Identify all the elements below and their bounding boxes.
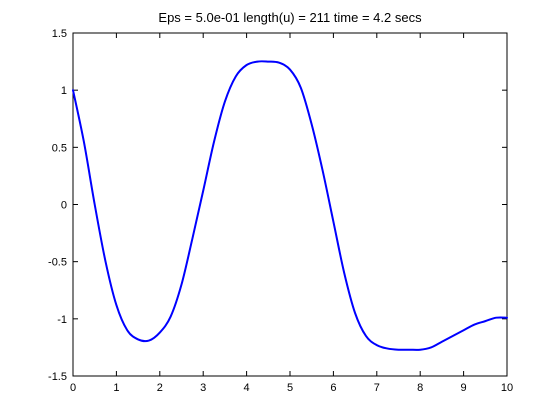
x-tick-label: 8 (417, 382, 423, 394)
y-tick-label: 1 (61, 85, 67, 97)
series-line (72, 60, 508, 351)
y-tick-label: 0 (61, 200, 67, 212)
plot-frame (72, 32, 508, 377)
x-axis: 0 1 2 3 4 5 6 7 8 9 10 (70, 33, 513, 394)
x-tick-label: 10 (501, 382, 513, 394)
y-axis: -1.5 -1 -0.5 0 0.5 1 1.5 (48, 28, 507, 383)
x-tick-label: 7 (374, 382, 380, 394)
x-tick-label: 0 (70, 382, 76, 394)
y-tick-label: 1.5 (52, 28, 67, 40)
chart-title: Eps = 5.0e-01 length(u) = 211 time = 4.2… (158, 10, 422, 25)
y-tick-label: -1 (57, 314, 67, 326)
x-tick-label: 9 (461, 382, 467, 394)
x-tick-label: 5 (287, 382, 293, 394)
x-tick-label: 6 (330, 382, 336, 394)
y-tick-label: -1.5 (48, 371, 67, 383)
x-tick-label: 3 (200, 382, 206, 394)
x-tick-label: 4 (244, 382, 250, 394)
x-tick-label: 1 (113, 382, 119, 394)
y-tick-label: -0.5 (48, 257, 67, 269)
x-tick-label: 2 (157, 382, 163, 394)
y-tick-label: 0.5 (52, 142, 67, 154)
